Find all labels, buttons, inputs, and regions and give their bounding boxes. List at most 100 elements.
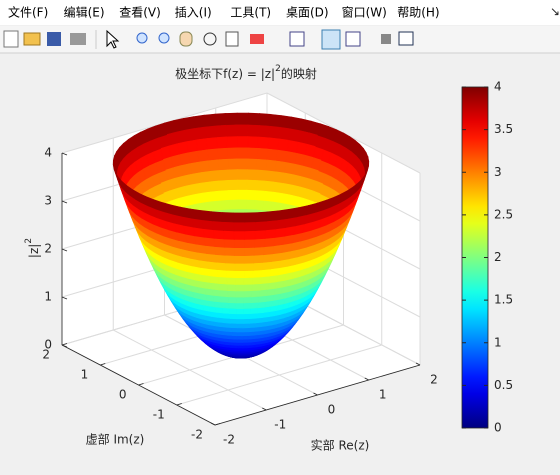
surface-patch <box>276 149 288 163</box>
surface-patch <box>213 237 225 248</box>
icon-select[interactable] <box>106 29 120 49</box>
surface-patch <box>237 345 243 349</box>
surface-patch <box>261 261 273 271</box>
icon-zoom-in[interactable] <box>136 32 148 44</box>
surface-patch <box>254 200 265 211</box>
surface-patch <box>220 199 231 211</box>
surface-patch <box>243 270 254 279</box>
surface-patch <box>221 307 231 314</box>
surface-patch <box>228 302 237 309</box>
surface-patch <box>206 253 217 263</box>
surface-patch <box>266 148 279 162</box>
surface-patch <box>237 169 248 181</box>
surface-patch <box>209 275 220 284</box>
surface-patch <box>237 179 248 191</box>
surface-patch <box>223 238 235 248</box>
surface-patch <box>217 276 228 285</box>
icon-zoom-out[interactable] <box>158 32 170 44</box>
surface-patch <box>237 189 248 201</box>
icon-open[interactable] <box>23 32 41 46</box>
surface-patch <box>193 114 206 129</box>
menu-item[interactable]: 查看(V) <box>119 6 161 20</box>
surface-patch <box>202 228 215 239</box>
surface-patch <box>244 230 256 240</box>
surface-patch <box>267 137 280 151</box>
surface-patch <box>232 338 239 343</box>
surface-patch <box>258 125 270 139</box>
icon-print[interactable] <box>70 33 86 45</box>
surface-patch <box>183 116 196 131</box>
surface-patch <box>237 199 247 210</box>
surface-patch <box>262 200 273 212</box>
surface-patch <box>237 147 248 160</box>
y-tick <box>176 403 182 406</box>
x-tick-label: -2 <box>223 433 235 447</box>
icon-datatip[interactable] <box>225 31 239 47</box>
menu-arrow[interactable]: ↘ <box>550 5 560 19</box>
surface-patch <box>212 200 222 212</box>
surface-patch <box>242 338 249 343</box>
colorbar <box>461 86 489 429</box>
surface-patch <box>249 317 257 324</box>
surface-patch <box>226 124 238 138</box>
surface-patch <box>242 323 250 329</box>
z-tick <box>61 344 68 348</box>
surface-patch <box>237 335 244 340</box>
surface-patch <box>244 238 256 249</box>
surface-patch <box>234 262 245 271</box>
surface-patch <box>246 169 258 181</box>
surface-patch <box>247 136 259 149</box>
surface-patch <box>201 219 214 231</box>
menu-item[interactable]: 工具(T) <box>230 6 271 20</box>
menu-item[interactable]: 编辑(E) <box>64 5 105 20</box>
icon-rotate[interactable] <box>203 32 217 46</box>
z-tick <box>61 200 68 204</box>
surface-patch <box>227 296 237 304</box>
y-tick <box>138 383 144 386</box>
surface-patch <box>254 229 266 240</box>
surface-patch <box>199 171 211 184</box>
surface-patch <box>252 262 264 271</box>
title-text: 的映射 <box>281 66 317 81</box>
surface-patch <box>231 335 239 340</box>
menu-item[interactable]: 插入(I) <box>175 6 212 20</box>
surface-patch <box>258 113 271 127</box>
surface-patch <box>248 322 256 329</box>
z-tick <box>61 296 68 300</box>
menu-item[interactable]: 帮助(H) <box>397 6 439 20</box>
surface-patch <box>244 221 256 232</box>
surface-patch <box>207 260 218 270</box>
icon-link[interactable] <box>289 31 305 47</box>
surface-patch <box>242 327 250 333</box>
surface-patch <box>256 158 268 172</box>
surface-patch <box>226 136 238 149</box>
icon-colorbar[interactable] <box>321 29 341 50</box>
z-label-text: |z| <box>27 244 41 258</box>
icon-save[interactable] <box>47 32 61 46</box>
icon-brush[interactable] <box>250 34 264 44</box>
icon-legend[interactable] <box>345 31 361 47</box>
surface-patch <box>208 268 219 278</box>
surface-patch <box>209 180 221 193</box>
surface-patch <box>255 180 266 192</box>
icon-new[interactable] <box>3 30 19 48</box>
surface-patch <box>254 238 266 248</box>
surface-patch <box>186 139 198 154</box>
surface-patch <box>289 116 302 132</box>
menu-item[interactable]: 窗口(W) <box>342 6 387 20</box>
surface-patch <box>236 318 244 324</box>
x-tick-label: -1 <box>274 418 286 432</box>
icon-dock[interactable] <box>398 31 414 46</box>
surface-patch <box>272 181 284 194</box>
surface-patch <box>247 112 260 126</box>
surface-patch <box>249 307 258 314</box>
surface-patch <box>243 290 253 298</box>
icon-pan[interactable] <box>179 31 193 47</box>
surface-patch <box>236 327 244 333</box>
surface-patch <box>262 253 274 263</box>
menu-item[interactable]: 桌面(D) <box>286 6 329 20</box>
surface-patch <box>223 317 232 324</box>
menu-item[interactable]: 文件(F) <box>8 5 48 20</box>
surface-patch <box>228 179 239 191</box>
icon-hide[interactable] <box>381 34 391 44</box>
